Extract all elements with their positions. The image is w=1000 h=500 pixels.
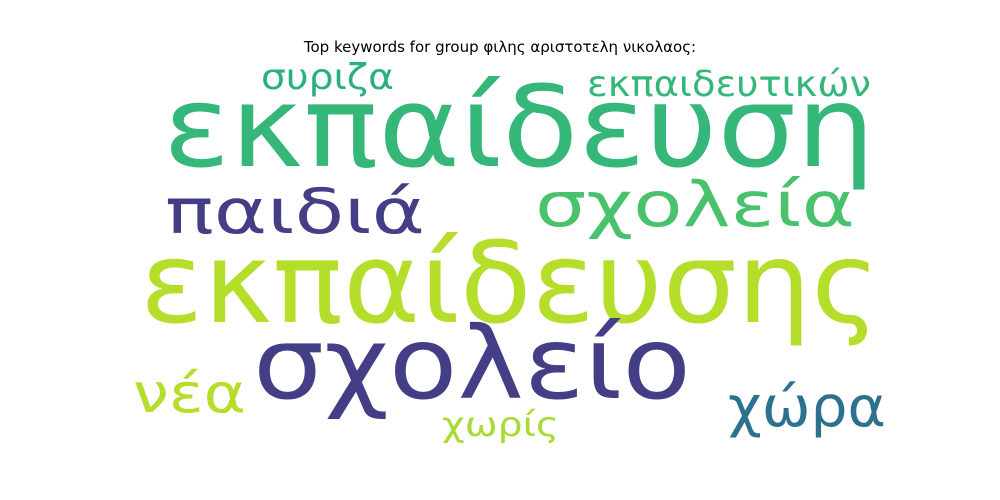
word-4: σχολεία (535, 168, 855, 241)
word-10: χωρίς (442, 405, 559, 445)
word-6: χώρα (728, 375, 886, 440)
word-9: συριζα (261, 57, 394, 98)
word-1: εκπαίδευση (163, 63, 875, 193)
word-7: νέα (133, 362, 246, 425)
word-8: εκπαιδευτικών (587, 64, 871, 105)
word-5: παιδιά (165, 175, 425, 248)
word-3: σχολείο (253, 305, 691, 422)
chart-title: Top keywords for group φιλης αριστοτελη … (303, 38, 697, 56)
word-2: εκπαίδευσης (140, 219, 880, 349)
